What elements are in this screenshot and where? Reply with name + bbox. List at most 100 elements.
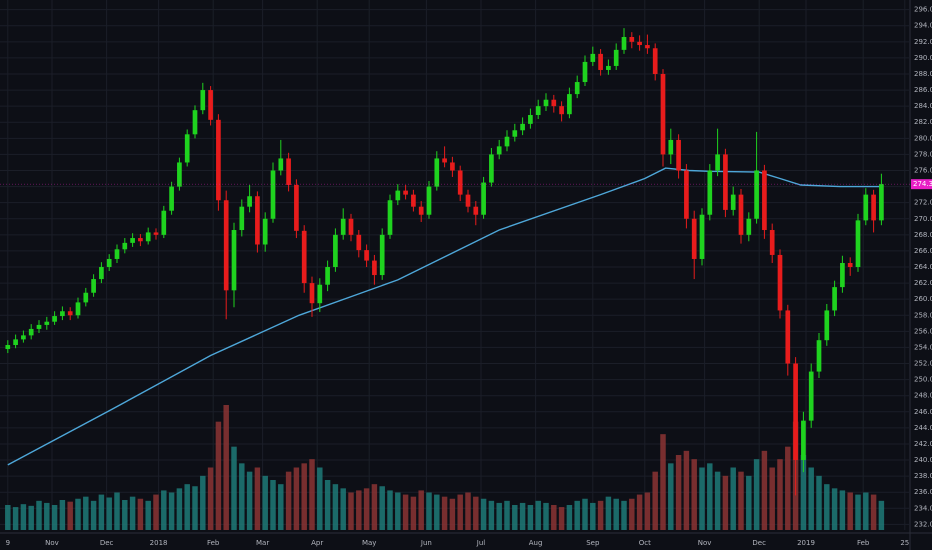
- x-tick-label: Apr: [311, 539, 323, 547]
- volume-bar: [777, 459, 783, 530]
- y-tick-label: 246.00: [914, 408, 932, 416]
- volume-bar: [145, 500, 151, 530]
- y-tick-label: 288.00: [914, 70, 932, 78]
- candle-body: [769, 230, 775, 255]
- candle-body: [247, 196, 252, 207]
- candle-body: [754, 170, 759, 219]
- candle-body: [699, 214, 705, 259]
- candle-body: [442, 158, 447, 163]
- volume-bar: [519, 502, 526, 530]
- volume-bar: [332, 484, 339, 530]
- volume-bar: [231, 446, 237, 530]
- candle-body: [762, 170, 767, 231]
- candle-body: [348, 218, 354, 235]
- y-tick-label: 290.00: [914, 54, 932, 62]
- volume-bar: [83, 496, 89, 530]
- candle-body: [808, 371, 814, 421]
- volume-bar: [395, 492, 401, 530]
- volume-bar: [753, 459, 760, 530]
- candle-body: [691, 218, 697, 259]
- volume-bar: [441, 496, 448, 530]
- volume-bar: [816, 475, 822, 530]
- volume-bar: [457, 494, 463, 530]
- candle-body: [333, 234, 338, 268]
- x-tick-label: Aug: [529, 539, 543, 547]
- volume-bar: [512, 505, 518, 530]
- volume-bar: [402, 494, 409, 530]
- candle-body: [613, 49, 619, 66]
- candle-body: [114, 249, 120, 259]
- volume-bar: [668, 463, 674, 530]
- candle-body: [637, 41, 642, 46]
- volume-bar: [644, 492, 651, 530]
- volume-bar: [223, 405, 229, 530]
- volume-bar: [324, 480, 331, 530]
- candle-body: [801, 420, 806, 461]
- x-tick-label: Feb: [857, 539, 870, 547]
- volume-bar: [465, 492, 471, 530]
- y-tick-label: 232.00: [914, 520, 932, 528]
- volume-bar: [153, 494, 159, 530]
- volume-bar: [746, 475, 752, 530]
- candle-body: [255, 196, 260, 245]
- candle-body: [36, 324, 42, 329]
- volume-bar: [200, 475, 206, 530]
- candle-body: [738, 194, 744, 235]
- volume-bar: [36, 500, 42, 530]
- volume-bar: [863, 492, 869, 530]
- candle-body: [481, 182, 486, 215]
- candle-body: [457, 170, 463, 195]
- x-tick-label: Sep: [586, 539, 600, 547]
- volume-bar: [51, 505, 58, 530]
- x-tick-label: 2019: [797, 539, 815, 547]
- x-tick-label: 2018: [150, 539, 168, 547]
- candle-body: [606, 65, 611, 70]
- candle-body: [208, 90, 213, 120]
- candle-body: [395, 190, 401, 201]
- y-tick-label: 258.00: [914, 311, 932, 319]
- candle-body: [629, 36, 635, 42]
- candle-body: [816, 340, 822, 372]
- y-tick-label: 280.00: [914, 134, 932, 142]
- volume-bar: [605, 496, 612, 530]
- volume-bar: [5, 505, 11, 530]
- volume-bar: [301, 463, 307, 530]
- volume-bar: [691, 459, 697, 530]
- volume-bar: [426, 492, 432, 530]
- volume-bar: [192, 486, 198, 530]
- candle-body: [192, 110, 198, 135]
- y-tick-label: 292.00: [914, 38, 932, 46]
- candle-body: [473, 206, 479, 215]
- volume-bar: [535, 500, 541, 530]
- volume-bar: [12, 507, 19, 530]
- candle-body: [598, 53, 603, 70]
- volume-bar: [90, 500, 97, 530]
- volume-bar: [348, 492, 354, 530]
- volume-bar: [808, 467, 814, 530]
- volume-bar: [44, 502, 50, 530]
- y-tick-label: 252.00: [914, 360, 932, 368]
- x-tick-label: Oct: [639, 539, 651, 547]
- volume-bar: [309, 459, 315, 530]
- x-tick-label: Mar: [256, 539, 269, 547]
- volume-bar: [566, 505, 573, 530]
- candle-body: [590, 53, 596, 62]
- candle-body: [676, 139, 681, 171]
- volume-bar: [824, 484, 830, 530]
- candle-body: [83, 292, 89, 303]
- y-tick-label: 260.00: [914, 295, 932, 303]
- candle-body: [372, 260, 377, 276]
- candle-body: [364, 250, 369, 261]
- volume-bar: [293, 467, 300, 530]
- volume-bar: [480, 498, 487, 530]
- x-tick-label: 25: [900, 539, 909, 547]
- volume-bar: [262, 475, 268, 530]
- volume-bar: [114, 492, 120, 530]
- volume-bar: [527, 505, 534, 530]
- candle-body: [278, 158, 284, 171]
- volume-bar: [137, 498, 144, 530]
- x-tick-label: May: [362, 539, 376, 547]
- volume-bar: [270, 480, 276, 530]
- volume-bar: [769, 467, 775, 530]
